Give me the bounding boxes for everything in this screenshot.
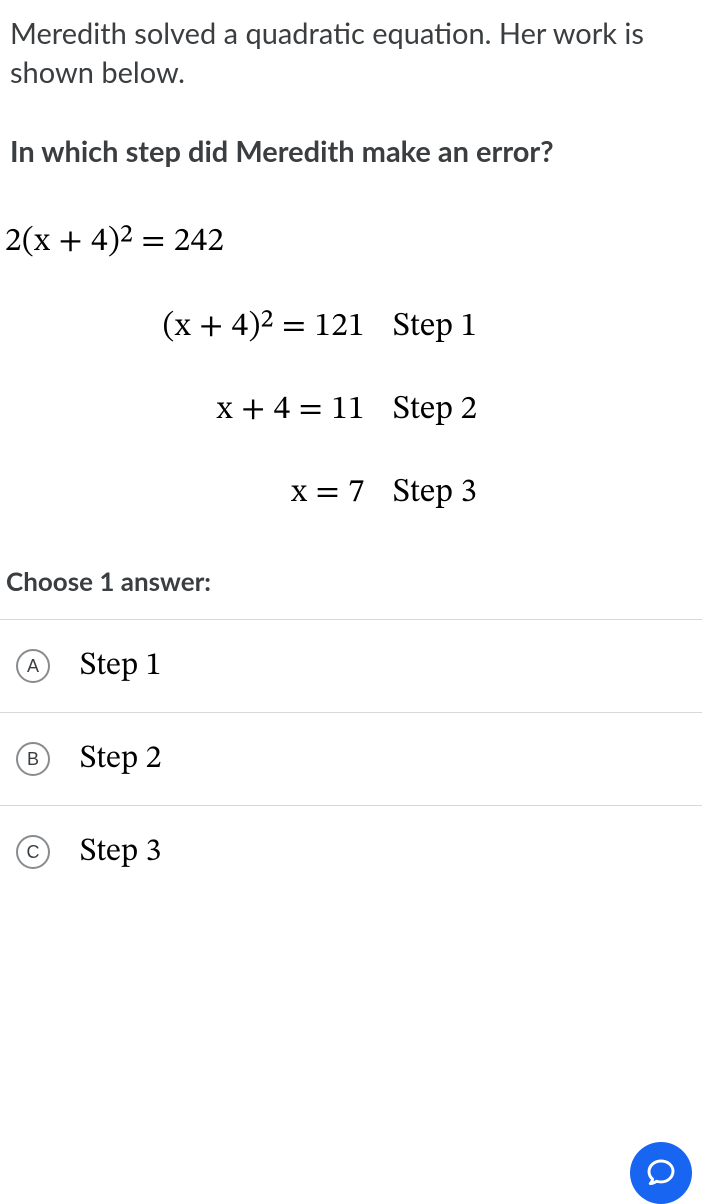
step-label: Step 1 xyxy=(393,306,477,347)
step-label: Step 2 xyxy=(393,389,477,430)
chat-icon xyxy=(645,1157,677,1189)
worked-solution: 2(x + 4)² = 242 (x + 4)² = 121 Step 1 x … xyxy=(5,221,688,513)
equation-row: x = 7 Step 3 xyxy=(5,472,688,513)
help-button[interactable] xyxy=(630,1142,692,1204)
question-text: In which step did Meredith make an error… xyxy=(10,132,688,171)
step-label: Step 3 xyxy=(393,472,477,513)
answer-option-b[interactable]: B Step 2 xyxy=(0,713,702,806)
equation-step: x + 4 = 11 xyxy=(5,389,365,430)
equation-row: (x + 4)² = 121 Step 1 xyxy=(5,306,688,347)
choose-label: Choose 1 answer: xyxy=(6,565,688,597)
answer-option-a[interactable]: A Step 1 xyxy=(0,620,702,713)
equation-original: 2(x + 4)² = 242 xyxy=(5,221,224,262)
option-text: Step 2 xyxy=(80,739,161,779)
equation-row: 2(x + 4)² = 242 xyxy=(5,221,688,262)
option-text: Step 1 xyxy=(80,646,161,686)
equation-row: x + 4 = 11 Step 2 xyxy=(5,389,688,430)
option-letter: C xyxy=(16,835,50,869)
option-letter: A xyxy=(16,649,50,683)
equation-step: (x + 4)² = 121 xyxy=(5,306,365,347)
answer-option-c[interactable]: C Step 3 xyxy=(0,806,702,898)
equation-step: x = 7 xyxy=(5,472,365,513)
option-letter: B xyxy=(16,742,50,776)
answer-list: A Step 1 B Step 2 C Step 3 xyxy=(0,619,702,898)
intro-text: Meredith solved a quadratic equation. He… xyxy=(10,14,688,92)
option-text: Step 3 xyxy=(80,832,161,872)
